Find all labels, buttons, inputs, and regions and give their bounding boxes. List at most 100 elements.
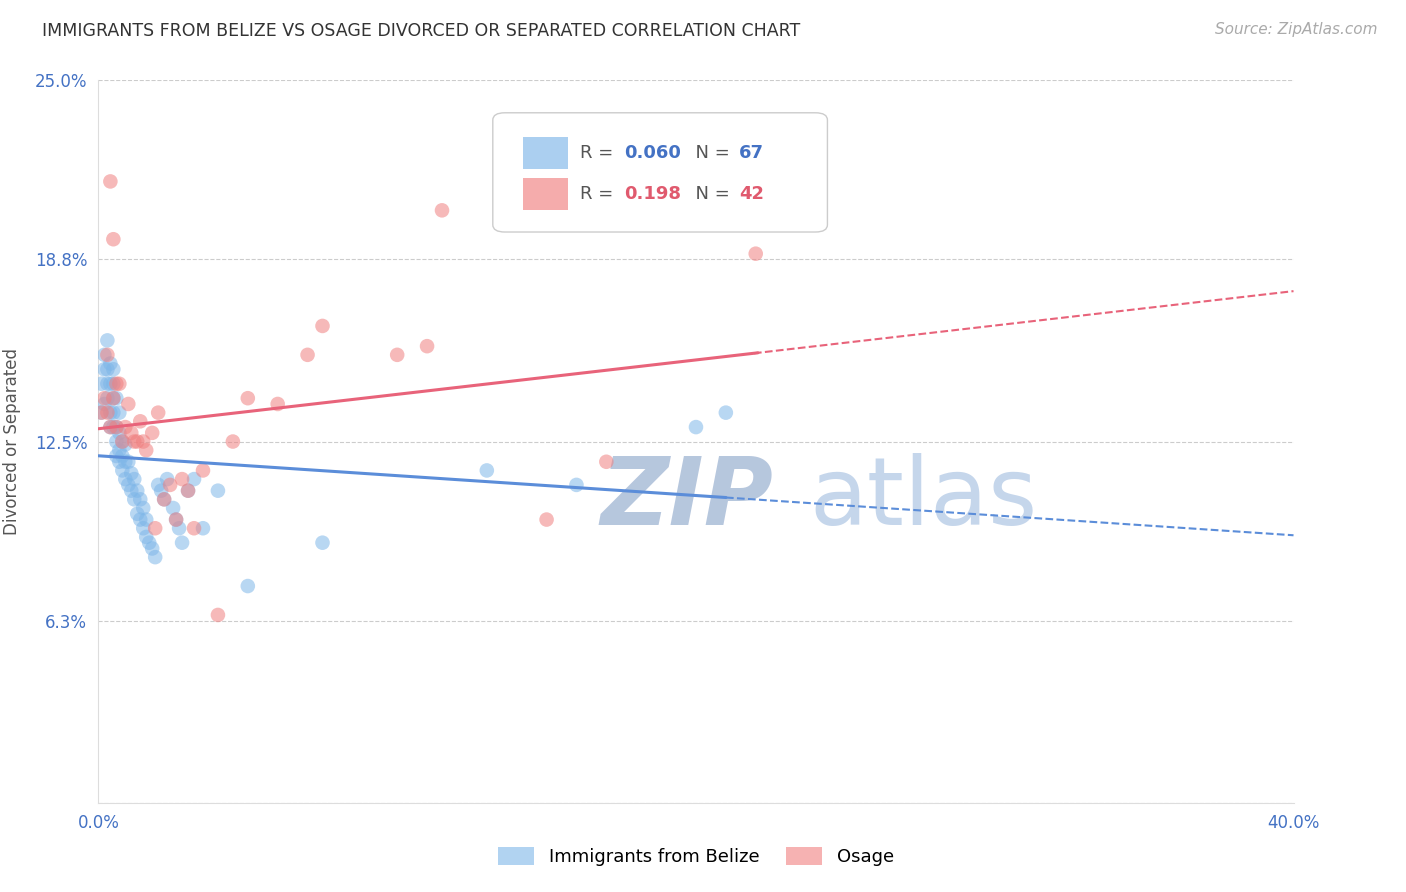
Point: [103, 232, 125, 246]
Point: [114, 455, 136, 469]
Text: N =: N =: [685, 185, 735, 202]
Text: R =: R =: [581, 144, 619, 161]
Point: [191, 521, 214, 535]
Point: [108, 406, 131, 420]
Point: [98, 174, 122, 188]
Point: [141, 425, 163, 440]
Text: R =: R =: [581, 185, 624, 202]
Point: [129, 492, 152, 507]
Point: [117, 397, 139, 411]
Point: [114, 437, 136, 451]
Point: [172, 535, 194, 549]
Point: [124, 434, 146, 449]
Y-axis label: Divorced or Separated: Divorced or Separated: [3, 348, 21, 535]
Point: [311, 318, 333, 333]
Point: [135, 512, 157, 526]
Point: [132, 434, 155, 449]
Point: [98, 406, 122, 420]
Point: [96, 362, 118, 376]
Point: [127, 434, 149, 449]
Point: [129, 512, 152, 526]
Bar: [523, 178, 568, 211]
Point: [90, 406, 112, 420]
Point: [96, 406, 118, 420]
Point: [416, 339, 439, 353]
Point: [745, 246, 768, 260]
Point: [167, 521, 190, 535]
Point: [105, 376, 128, 391]
Point: [108, 376, 131, 391]
Point: [117, 455, 139, 469]
Point: [98, 420, 122, 434]
Point: [172, 472, 194, 486]
Point: [105, 391, 128, 405]
Point: [135, 443, 157, 458]
Text: ZIP: ZIP: [600, 453, 773, 545]
Point: [565, 478, 588, 492]
Bar: [523, 136, 568, 169]
Point: [108, 425, 131, 440]
Point: [105, 420, 128, 434]
Legend: Immigrants from Belize, Osage: Immigrants from Belize, Osage: [498, 847, 894, 866]
Point: [207, 607, 229, 622]
Point: [183, 472, 205, 486]
Point: [595, 455, 617, 469]
Point: [207, 483, 229, 498]
Point: [475, 463, 498, 477]
Point: [536, 512, 558, 526]
Point: [127, 483, 149, 498]
Point: [162, 501, 184, 516]
Point: [105, 420, 128, 434]
Point: [153, 492, 176, 507]
Point: [105, 449, 128, 463]
Point: [165, 512, 187, 526]
Point: [150, 483, 173, 498]
Text: 67: 67: [740, 144, 763, 161]
Point: [103, 376, 125, 391]
Point: [103, 362, 125, 376]
Point: [222, 434, 245, 449]
Text: N =: N =: [685, 144, 735, 161]
Point: [714, 406, 737, 420]
Point: [177, 483, 200, 498]
Point: [96, 348, 118, 362]
Point: [127, 507, 149, 521]
Text: Source: ZipAtlas.com: Source: ZipAtlas.com: [1215, 22, 1378, 37]
Point: [267, 397, 290, 411]
Point: [90, 406, 112, 420]
Point: [98, 357, 122, 371]
Point: [117, 478, 139, 492]
Point: [111, 463, 134, 477]
Point: [129, 414, 152, 428]
Point: [148, 406, 170, 420]
Point: [132, 501, 155, 516]
Point: [120, 483, 142, 498]
Point: [141, 541, 163, 556]
Point: [90, 376, 112, 391]
Point: [96, 376, 118, 391]
Point: [132, 521, 155, 535]
Point: [138, 535, 160, 549]
Text: atlas: atlas: [810, 453, 1038, 545]
Point: [103, 391, 125, 405]
Point: [111, 434, 134, 449]
Point: [159, 478, 181, 492]
Point: [93, 397, 115, 411]
Point: [108, 443, 131, 458]
Point: [236, 391, 259, 405]
Text: 42: 42: [740, 185, 763, 202]
Point: [108, 455, 131, 469]
Point: [165, 512, 187, 526]
Point: [153, 492, 176, 507]
Point: [120, 467, 142, 481]
Text: 0.060: 0.060: [624, 144, 681, 161]
Point: [124, 492, 146, 507]
Point: [93, 362, 115, 376]
Point: [156, 472, 179, 486]
Point: [311, 535, 333, 549]
Point: [114, 472, 136, 486]
Point: [143, 521, 166, 535]
Point: [385, 348, 409, 362]
Point: [98, 420, 122, 434]
Point: [98, 376, 122, 391]
